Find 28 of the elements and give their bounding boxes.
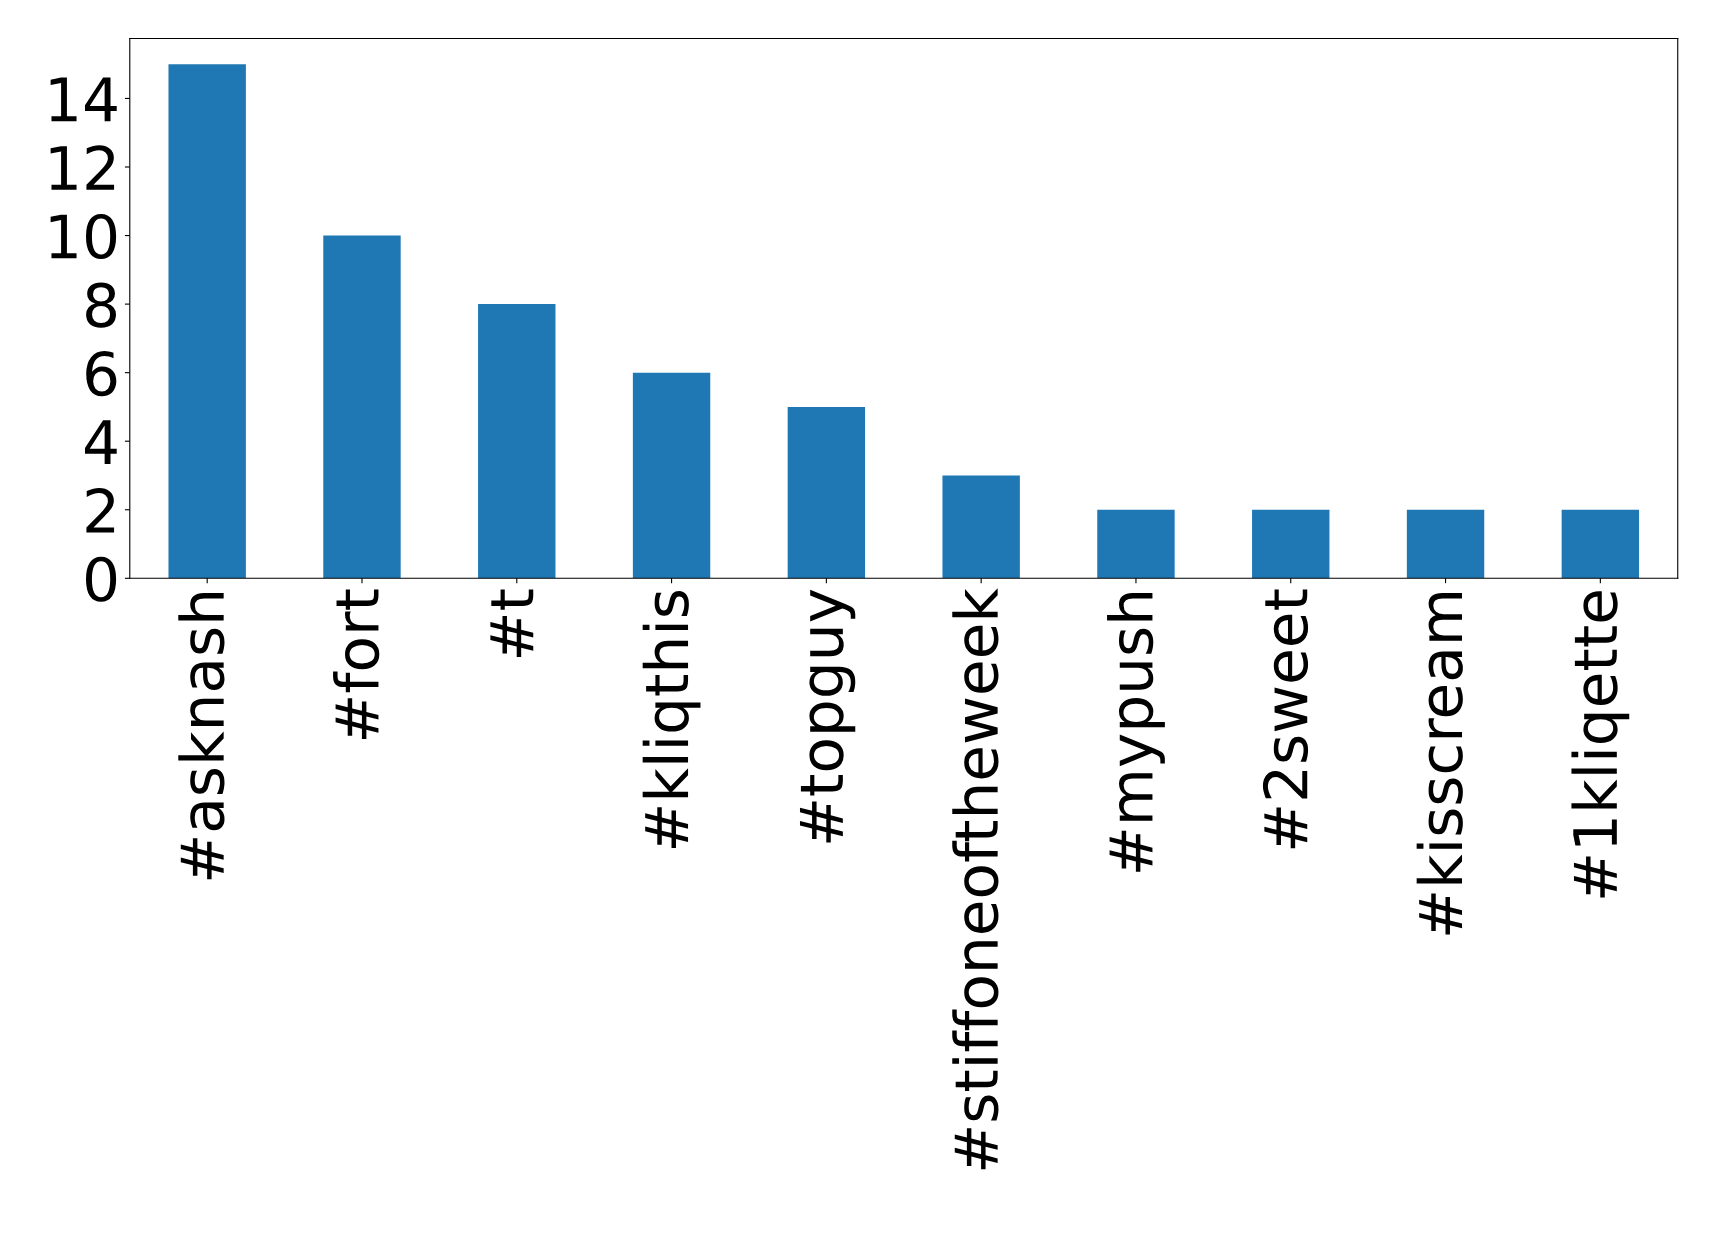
- bar: [787, 406, 866, 579]
- x-tick-label: #asknash: [178, 593, 225, 880]
- bar: [478, 304, 556, 579]
- bar: [323, 235, 401, 579]
- x-tick-label: #kisscream: [1416, 593, 1463, 935]
- x-tick-label: #mypush: [1107, 593, 1165, 872]
- y-tick-label: 12: [50, 145, 115, 190]
- y-tick-label: 14: [50, 77, 117, 122]
- y-tick-label: 4: [84, 420, 117, 464]
- x-tick-label: #1kliqette: [1571, 591, 1630, 898]
- y-tick-label: 10: [50, 213, 117, 260]
- x-tick-label: #topguy: [799, 589, 856, 843]
- y-tick-label: 6: [86, 351, 117, 397]
- y-tick-label: 2: [86, 488, 115, 533]
- bar: [1406, 509, 1485, 579]
- bar: [1561, 509, 1640, 579]
- y-tick-label: 0: [86, 556, 117, 602]
- bar: [168, 64, 246, 579]
- bar: [1097, 509, 1175, 579]
- x-tick-label: #stiffoneoftheweek: [952, 588, 999, 1170]
- y-tick-label: 8: [86, 282, 116, 328]
- x-tick-label: #fort: [333, 589, 380, 739]
- bar: [1252, 509, 1330, 579]
- x-tick-label: #kliqthis: [642, 590, 701, 849]
- bar: [942, 475, 1020, 579]
- x-tick-label: #t: [490, 589, 534, 657]
- bar: [632, 372, 711, 579]
- x-tick-label: #2sweet: [1262, 589, 1309, 849]
